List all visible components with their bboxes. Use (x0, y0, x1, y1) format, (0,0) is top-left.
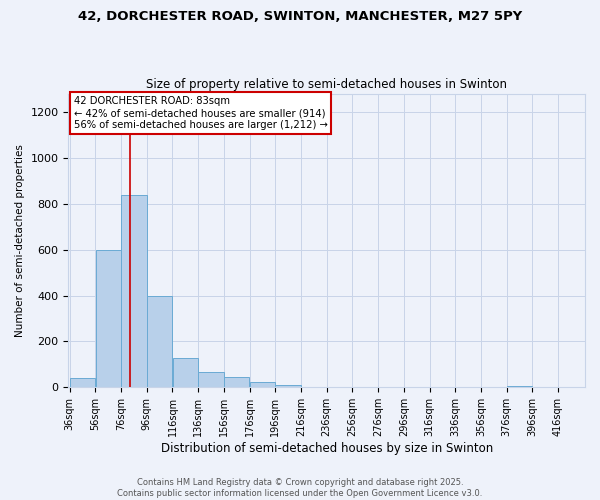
X-axis label: Distribution of semi-detached houses by size in Swinton: Distribution of semi-detached houses by … (161, 442, 493, 455)
Y-axis label: Number of semi-detached properties: Number of semi-detached properties (15, 144, 25, 337)
Bar (199, 372, 224, 388)
Text: 42 DORCHESTER ROAD: 83sqm
← 42% of semi-detached houses are smaller (914)
56% of: 42 DORCHESTER ROAD: 83sqm ← 42% of semi-… (74, 96, 328, 130)
Bar (70, 378, 95, 388)
Title: Size of property relative to semi-detached houses in Swinton: Size of property relative to semi-detach… (146, 78, 507, 91)
Bar (275, 385, 301, 388)
Text: 42, DORCHESTER ROAD, SWINTON, MANCHESTER, M27 5PY: 42, DORCHESTER ROAD, SWINTON, MANCHESTER… (78, 10, 522, 23)
Bar (507, 386, 532, 388)
Text: Contains HM Land Registry data © Crown copyright and database right 2025.
Contai: Contains HM Land Registry data © Crown c… (118, 478, 482, 498)
Bar (250, 382, 275, 388)
Bar (173, 358, 198, 388)
Bar (224, 377, 250, 388)
Bar (121, 194, 146, 388)
Bar (147, 296, 172, 388)
Bar (95, 250, 121, 388)
